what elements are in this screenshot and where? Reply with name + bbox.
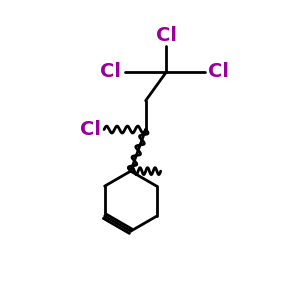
- Text: Cl: Cl: [208, 62, 229, 81]
- Text: Cl: Cl: [156, 26, 177, 45]
- Text: Cl: Cl: [100, 62, 122, 81]
- Text: Cl: Cl: [80, 120, 100, 139]
